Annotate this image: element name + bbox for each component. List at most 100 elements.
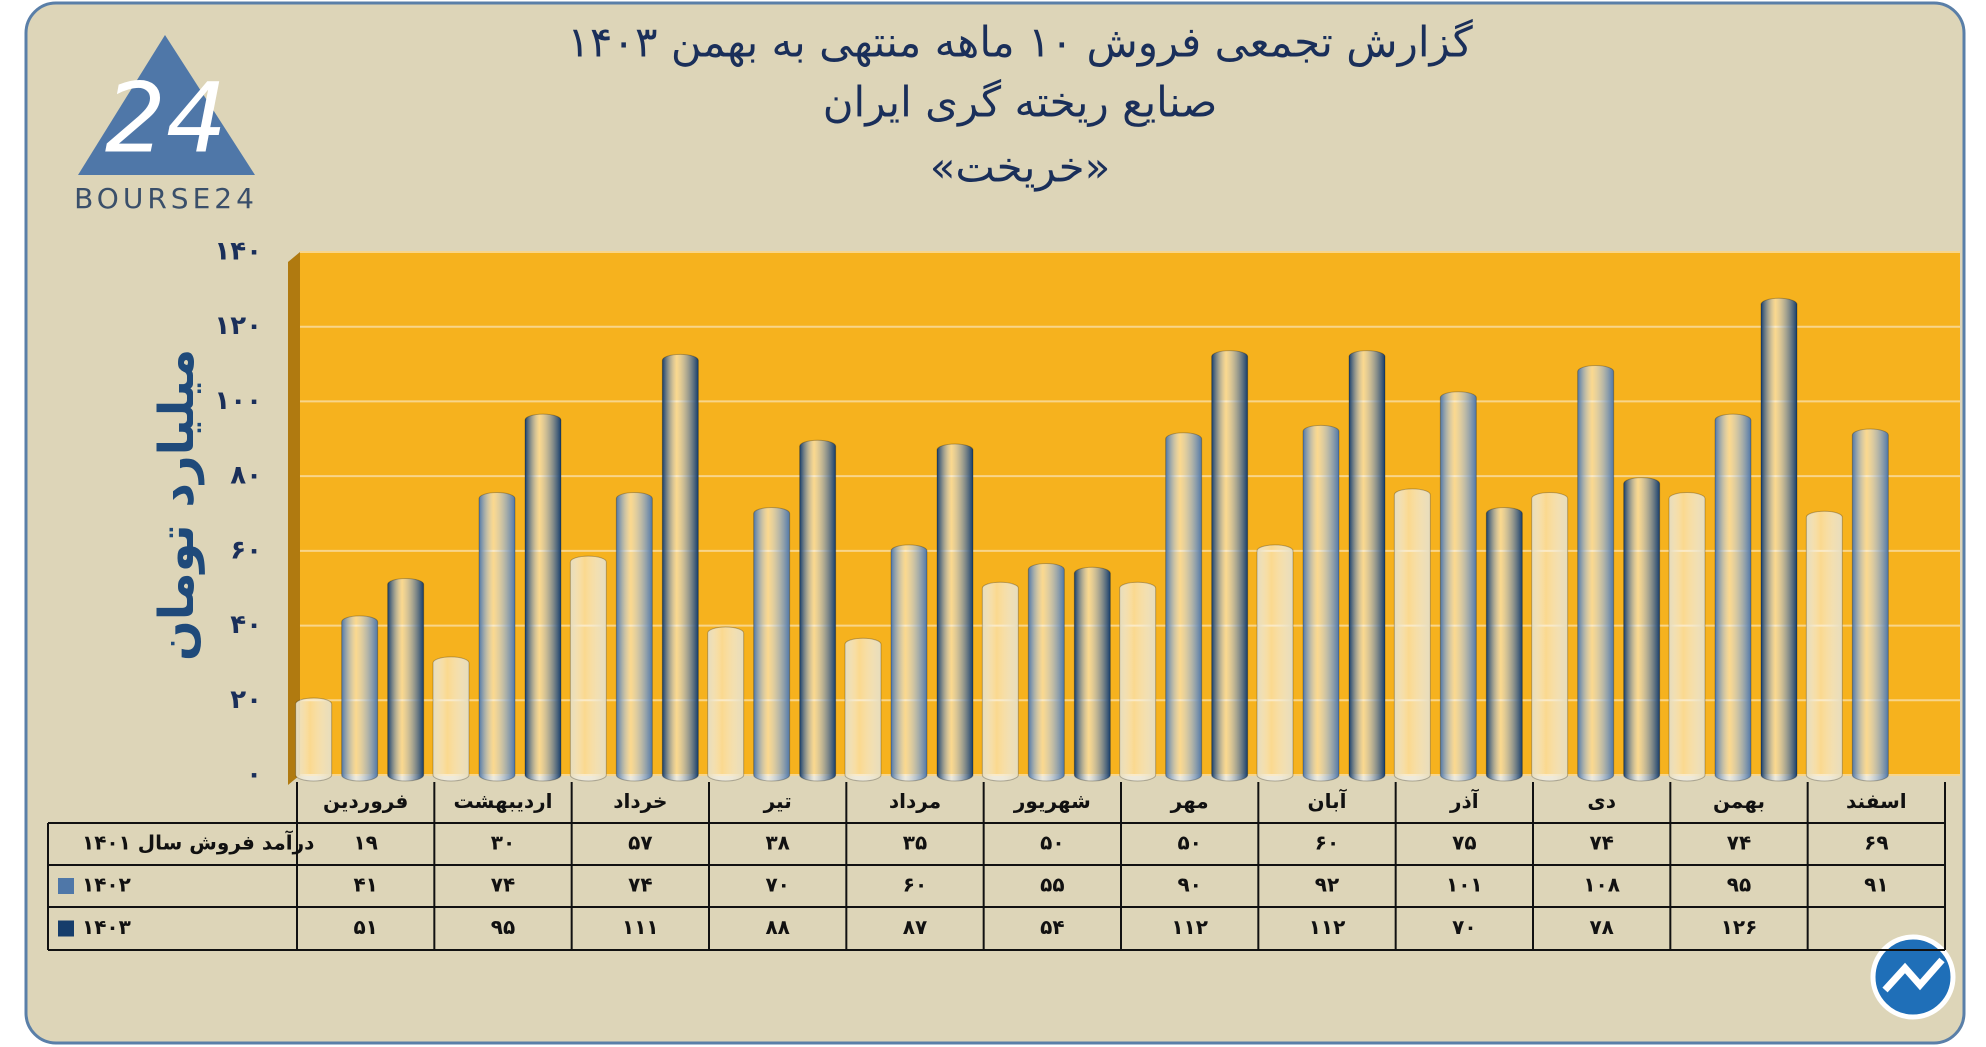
- corner-icon-arrow: [1882, 957, 1945, 993]
- bar: [1348, 350, 1386, 782]
- chart-subtitle: «خریخت»: [930, 143, 1111, 192]
- bar: [1714, 413, 1752, 782]
- data-label: ۵۱: [353, 915, 377, 939]
- bar: [890, 544, 928, 782]
- x-tick-label: تیر: [763, 789, 792, 813]
- bar: [936, 443, 974, 782]
- y-tick-label: ۲۰: [230, 685, 262, 715]
- bar: [569, 555, 607, 782]
- data-label: ۵۰: [1040, 831, 1064, 855]
- data-label: ۷۸: [1589, 915, 1613, 939]
- data-label: ۹۰: [1177, 873, 1201, 897]
- bar: [1760, 297, 1798, 782]
- y-tick-label: ۱۲۰: [214, 311, 262, 341]
- data-label: ۵۷: [628, 831, 652, 855]
- data-label: ۶۰: [1315, 831, 1339, 855]
- bar: [387, 577, 425, 782]
- x-tick-label: آبان: [1308, 788, 1348, 813]
- legend-label: ۱۴۰۲: [82, 873, 131, 897]
- bar: [1668, 492, 1706, 782]
- bar: [1393, 488, 1431, 782]
- logo-name: BOURSE24: [74, 182, 258, 215]
- y-tick-label: ۴۰: [230, 610, 262, 640]
- bar: [1851, 428, 1889, 782]
- data-label: ۱۰۸: [1583, 873, 1620, 897]
- legend-swatch: [58, 878, 74, 894]
- bar: [844, 637, 882, 782]
- y-tick-label: ۱۰۰: [214, 386, 262, 416]
- x-tick-label: مرداد: [889, 789, 941, 813]
- bar: [799, 439, 837, 782]
- data-label: ۸۸: [765, 915, 789, 939]
- data-label: ۱۱۱: [622, 915, 659, 939]
- y-tick-label: ۸۰: [230, 461, 262, 491]
- x-tick-label: مهر: [1170, 789, 1209, 813]
- x-tick-label: آذر: [1449, 788, 1480, 813]
- data-label: ۶۹: [1864, 831, 1888, 855]
- chart-title: گزارش تجمعی فروش ۱۰ ماهه منتهی به بهمن ۱…: [567, 18, 1472, 68]
- x-tick-label: شهریور: [1013, 789, 1091, 813]
- bar: [478, 492, 516, 782]
- data-label: ۷۴: [1727, 831, 1751, 855]
- bar: [1577, 365, 1615, 782]
- bar: [981, 581, 1019, 782]
- bar: [1531, 492, 1569, 782]
- y-tick-label: ۶۰: [230, 535, 262, 565]
- data-label: ۹۵: [491, 915, 515, 939]
- bar: [341, 615, 379, 782]
- bar: [1805, 510, 1843, 782]
- data-label: ۷۴: [628, 873, 652, 897]
- logo-triangle: [78, 35, 255, 175]
- data-label: ۹۵: [1727, 873, 1751, 897]
- y-tick-label: ۰: [246, 760, 262, 790]
- x-tick-label: اردیبهشت: [453, 789, 552, 813]
- bar: [1439, 391, 1477, 782]
- bar: [1073, 566, 1111, 782]
- bar: [661, 353, 699, 782]
- legend-label: درآمد فروش سال ۱۴۰۱: [82, 830, 314, 855]
- bar: [1623, 477, 1661, 782]
- data-label: ۹۱: [1864, 873, 1888, 897]
- chart-subtitle: صنایع ریخته گری ایران: [823, 78, 1218, 128]
- bar: [1027, 563, 1065, 782]
- data-label: ۳۸: [765, 831, 789, 855]
- bar: [1211, 350, 1249, 782]
- data-label: ۴۱: [353, 873, 377, 897]
- data-label: ۹۲: [1315, 873, 1339, 897]
- y-axis-label: میلیارد تومان: [149, 349, 205, 661]
- legend-swatch: [58, 920, 74, 937]
- bar: [1165, 432, 1203, 782]
- bar: [1485, 507, 1523, 782]
- bar: [707, 626, 745, 782]
- bar: [1256, 544, 1294, 782]
- data-label: ۱۲۶: [1721, 915, 1758, 939]
- bar: [1302, 424, 1340, 782]
- data-label: ۳۰: [491, 831, 515, 855]
- data-label: ۱۱۲: [1171, 915, 1208, 939]
- bar: [524, 413, 562, 782]
- data-label: ۷۴: [491, 873, 515, 897]
- data-label: ۵۰: [1177, 831, 1201, 855]
- bar: [615, 492, 653, 782]
- x-tick-label: خرداد: [613, 789, 667, 813]
- x-tick-label: اسفند: [1846, 789, 1907, 813]
- bar: [432, 656, 470, 782]
- logo-mark: 24: [105, 62, 227, 174]
- data-label: ۷۰: [765, 873, 789, 897]
- data-label: ۶۰: [903, 873, 927, 897]
- data-label: ۵۵: [1040, 873, 1064, 897]
- data-label: ۸۷: [903, 915, 927, 939]
- x-tick-label: دی: [1587, 789, 1616, 813]
- bar: [753, 507, 791, 782]
- data-label: ۷۴: [1589, 831, 1613, 855]
- data-label: ۱۱۲: [1309, 915, 1346, 939]
- data-label: ۵۴: [1040, 915, 1064, 939]
- legend-label: ۱۴۰۳: [82, 915, 131, 939]
- bar: [295, 697, 333, 782]
- y-tick-label: ۱۴۰: [214, 237, 262, 267]
- data-label: ۱۰۱: [1446, 873, 1483, 897]
- bar: [1119, 581, 1157, 782]
- data-label: ۳۵: [903, 831, 927, 855]
- data-label: ۱۹: [353, 831, 377, 855]
